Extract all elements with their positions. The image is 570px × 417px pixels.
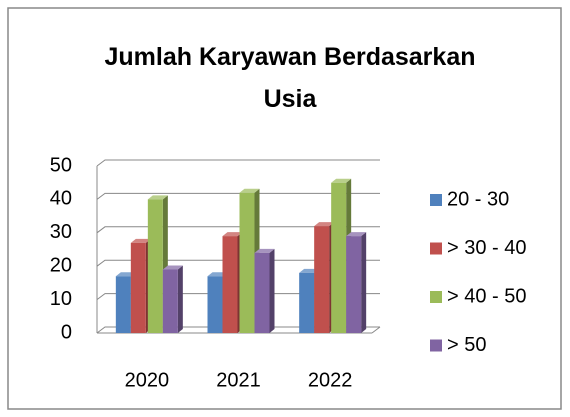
bar-face: [361, 232, 367, 333]
bar-face: [346, 236, 362, 333]
legend-swatch: [430, 339, 442, 352]
y-tick-label: 10: [50, 288, 72, 310]
y-tick-label: 50: [50, 154, 72, 176]
x-tick-label: 2022: [308, 369, 353, 391]
bar-face: [130, 238, 151, 243]
chart-title: Jumlah Karyawan Berdasarkan Usia: [104, 43, 475, 113]
bar-face: [269, 248, 275, 333]
bar-face: [314, 226, 330, 333]
y-tick-label: 40: [50, 188, 72, 210]
bar-face: [162, 269, 178, 333]
bar-face: [239, 188, 260, 193]
bar-face: [162, 265, 183, 270]
bar-face: [222, 232, 243, 237]
bar-face: [314, 222, 335, 227]
legend-label: > 50: [447, 334, 486, 356]
y-tick-label: 20: [50, 254, 72, 276]
grid-line: [96, 192, 380, 200]
bar-face: [147, 199, 163, 333]
bar-face: [207, 276, 223, 333]
bar-face: [254, 248, 275, 253]
bar-face: [130, 242, 146, 333]
bar-face: [115, 276, 131, 333]
legend-swatch: [430, 194, 442, 206]
grid-line: [96, 259, 380, 267]
grid-line: [96, 226, 380, 234]
bar: [254, 248, 275, 333]
bar-face: [254, 252, 270, 333]
y-tick-label: 30: [50, 221, 72, 243]
legend-label: > 40 - 50: [447, 285, 527, 307]
bar-face: [239, 192, 255, 333]
grid-line: [96, 293, 380, 301]
bar-face: [331, 178, 352, 183]
bar-face: [299, 272, 315, 333]
legend-swatch: [430, 242, 442, 255]
bar-face: [222, 236, 238, 333]
bar-face: [346, 232, 367, 237]
bar-face: [147, 195, 168, 200]
legend-label: 20 - 30: [447, 188, 509, 210]
x-tick-label: 2021: [216, 369, 261, 391]
floor-edge: [371, 326, 381, 334]
grid-line: [96, 159, 380, 167]
bar: [162, 265, 183, 333]
grid-line: [96, 326, 380, 334]
bar-face: [331, 182, 347, 333]
bar: [346, 232, 367, 333]
legend-swatch: [430, 291, 442, 303]
bar-face: [177, 265, 183, 333]
legend-label: > 30 - 40: [447, 237, 527, 259]
x-tick-label: 2020: [125, 369, 170, 391]
chart-border: [7, 7, 562, 410]
y-tick-label: 0: [61, 321, 72, 343]
